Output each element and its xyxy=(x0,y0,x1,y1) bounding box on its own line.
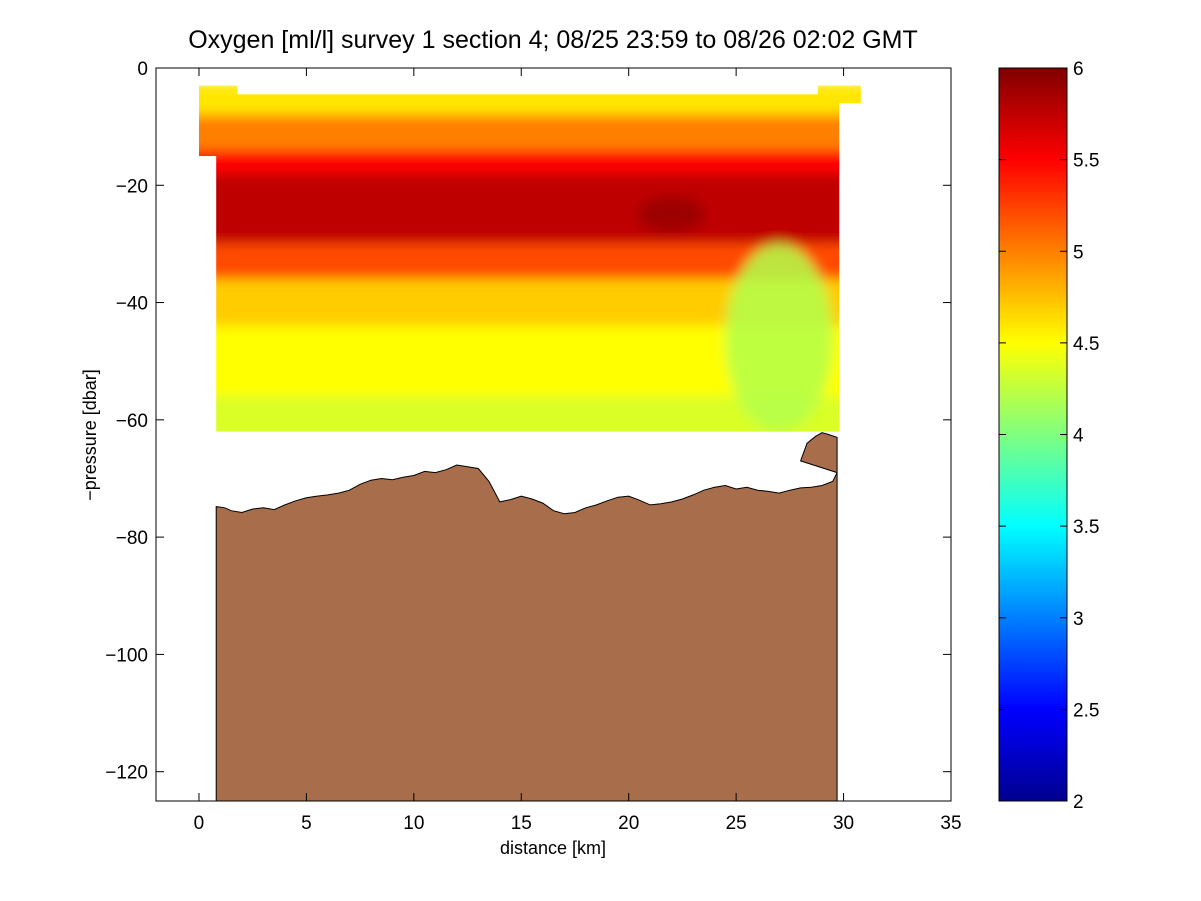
oxygen-feature xyxy=(725,243,833,432)
colorbar-gradient xyxy=(998,67,1068,802)
x-tick-label: 5 xyxy=(301,813,312,834)
y-axis-label: −pressure [dbar] xyxy=(80,369,100,501)
colorbar-tick-label: 2.5 xyxy=(1073,700,1099,721)
x-tick-label: 25 xyxy=(726,813,747,834)
oxygen-layer xyxy=(199,173,861,244)
x-tick-label: 15 xyxy=(511,813,532,834)
x-tick-label: 30 xyxy=(833,813,854,834)
colorbar-tick-label: 3 xyxy=(1073,609,1084,630)
y-axis: 0 −20 −40 −60 −80 −100 −120 xyxy=(105,59,951,784)
colorbar-tick-label: 2 xyxy=(1073,792,1084,813)
x-axis: 0 5 10 15 20 25 30 35 xyxy=(194,68,962,834)
x-tick-label: 20 xyxy=(618,813,639,834)
y-tick-label: −80 xyxy=(116,528,148,549)
colorbar-tick-label: 5 xyxy=(1073,242,1084,263)
seafloor xyxy=(215,432,838,801)
oxygen-layer xyxy=(199,114,861,151)
x-tick-label: 35 xyxy=(940,813,961,834)
x-axis-label: distance [km] xyxy=(500,838,606,858)
x-tick-label: 10 xyxy=(403,813,424,834)
colorbar-ticks: 2 2.5 3 3.5 4 4.5 5 5.5 6 xyxy=(999,59,1099,813)
colorbar-tick-label: 4 xyxy=(1073,426,1084,447)
y-tick-label: −120 xyxy=(105,763,148,784)
oxygen-feature xyxy=(637,196,706,233)
plot-frame xyxy=(155,67,952,802)
colorbar: 2 2.5 3 3.5 4 4.5 5 5.5 6 xyxy=(998,59,1099,813)
colorbar-tick-label: 5.5 xyxy=(1073,151,1099,172)
y-tick-label: −40 xyxy=(116,294,148,315)
colorbar-tick-label: 6 xyxy=(1073,59,1084,80)
oxygen-layer xyxy=(199,150,861,174)
colorbar-tick-label: 4.5 xyxy=(1073,334,1099,355)
y-tick-label: −20 xyxy=(116,176,148,197)
bathymetry xyxy=(215,432,838,801)
y-tick-label: −100 xyxy=(105,645,148,666)
y-tick-label: −60 xyxy=(116,411,148,432)
colorbar-tick-label: 3.5 xyxy=(1073,517,1099,538)
y-tick-label: 0 xyxy=(137,59,148,80)
x-tick-label: 0 xyxy=(194,813,205,834)
chart-title: Oxygen [ml/l] survey 1 section 4; 08/25 … xyxy=(188,26,918,54)
plot-area xyxy=(155,67,952,802)
